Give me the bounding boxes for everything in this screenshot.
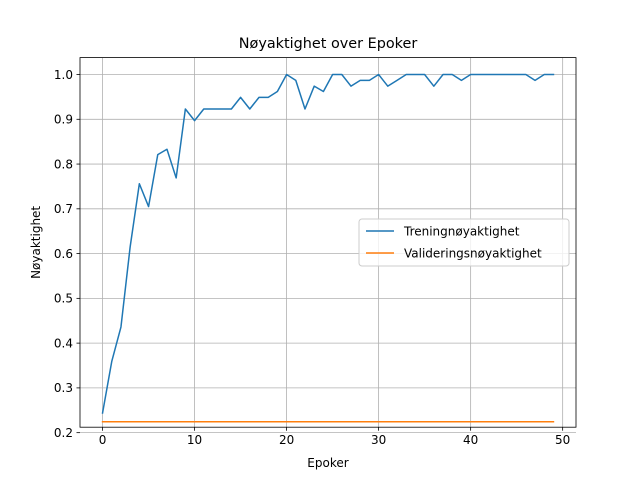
y-tick-label: 0.2 bbox=[54, 426, 73, 440]
x-axis-label: Epoker bbox=[307, 456, 348, 470]
x-tick-label: 0 bbox=[99, 433, 107, 447]
series-group bbox=[101, 73, 555, 423]
y-tick-label: 0.4 bbox=[54, 336, 73, 350]
x-tick-label: 30 bbox=[371, 433, 386, 447]
y-tick-label: 0.7 bbox=[54, 202, 73, 216]
y-tick-label: 0.9 bbox=[54, 113, 73, 127]
y-tick-label: 0.6 bbox=[54, 247, 73, 261]
y-tick-label: 0.5 bbox=[54, 292, 73, 306]
x-tick-label: 50 bbox=[555, 433, 570, 447]
x-tick-label: 20 bbox=[279, 433, 294, 447]
legend: Treningnøyaktighet Valideringsnøyaktighe… bbox=[358, 218, 570, 267]
y-axis-label: Nøyaktighet bbox=[29, 206, 43, 279]
x-tick-label: 40 bbox=[463, 433, 478, 447]
legend-box bbox=[358, 218, 570, 267]
series-line-training bbox=[101, 73, 555, 414]
x-tick-label: 10 bbox=[187, 433, 202, 447]
legend-label-validation: Valideringsnøyaktighet bbox=[404, 247, 542, 261]
legend-label-training: Treningnøyaktighet bbox=[403, 225, 520, 239]
y-tick-label: 0.3 bbox=[54, 381, 73, 395]
plot-frame bbox=[79, 57, 577, 428]
chart-title: Nøyaktighet over Epoker bbox=[239, 36, 418, 52]
axis-ticks: 0 10 20 30 40 50 0.2 0.3 0.4 0.5 0.6 0.7 0.8 0.9 1.0 bbox=[54, 68, 570, 447]
y-tick-label: 0.8 bbox=[54, 157, 73, 171]
y-tick-label: 1.0 bbox=[54, 68, 73, 82]
